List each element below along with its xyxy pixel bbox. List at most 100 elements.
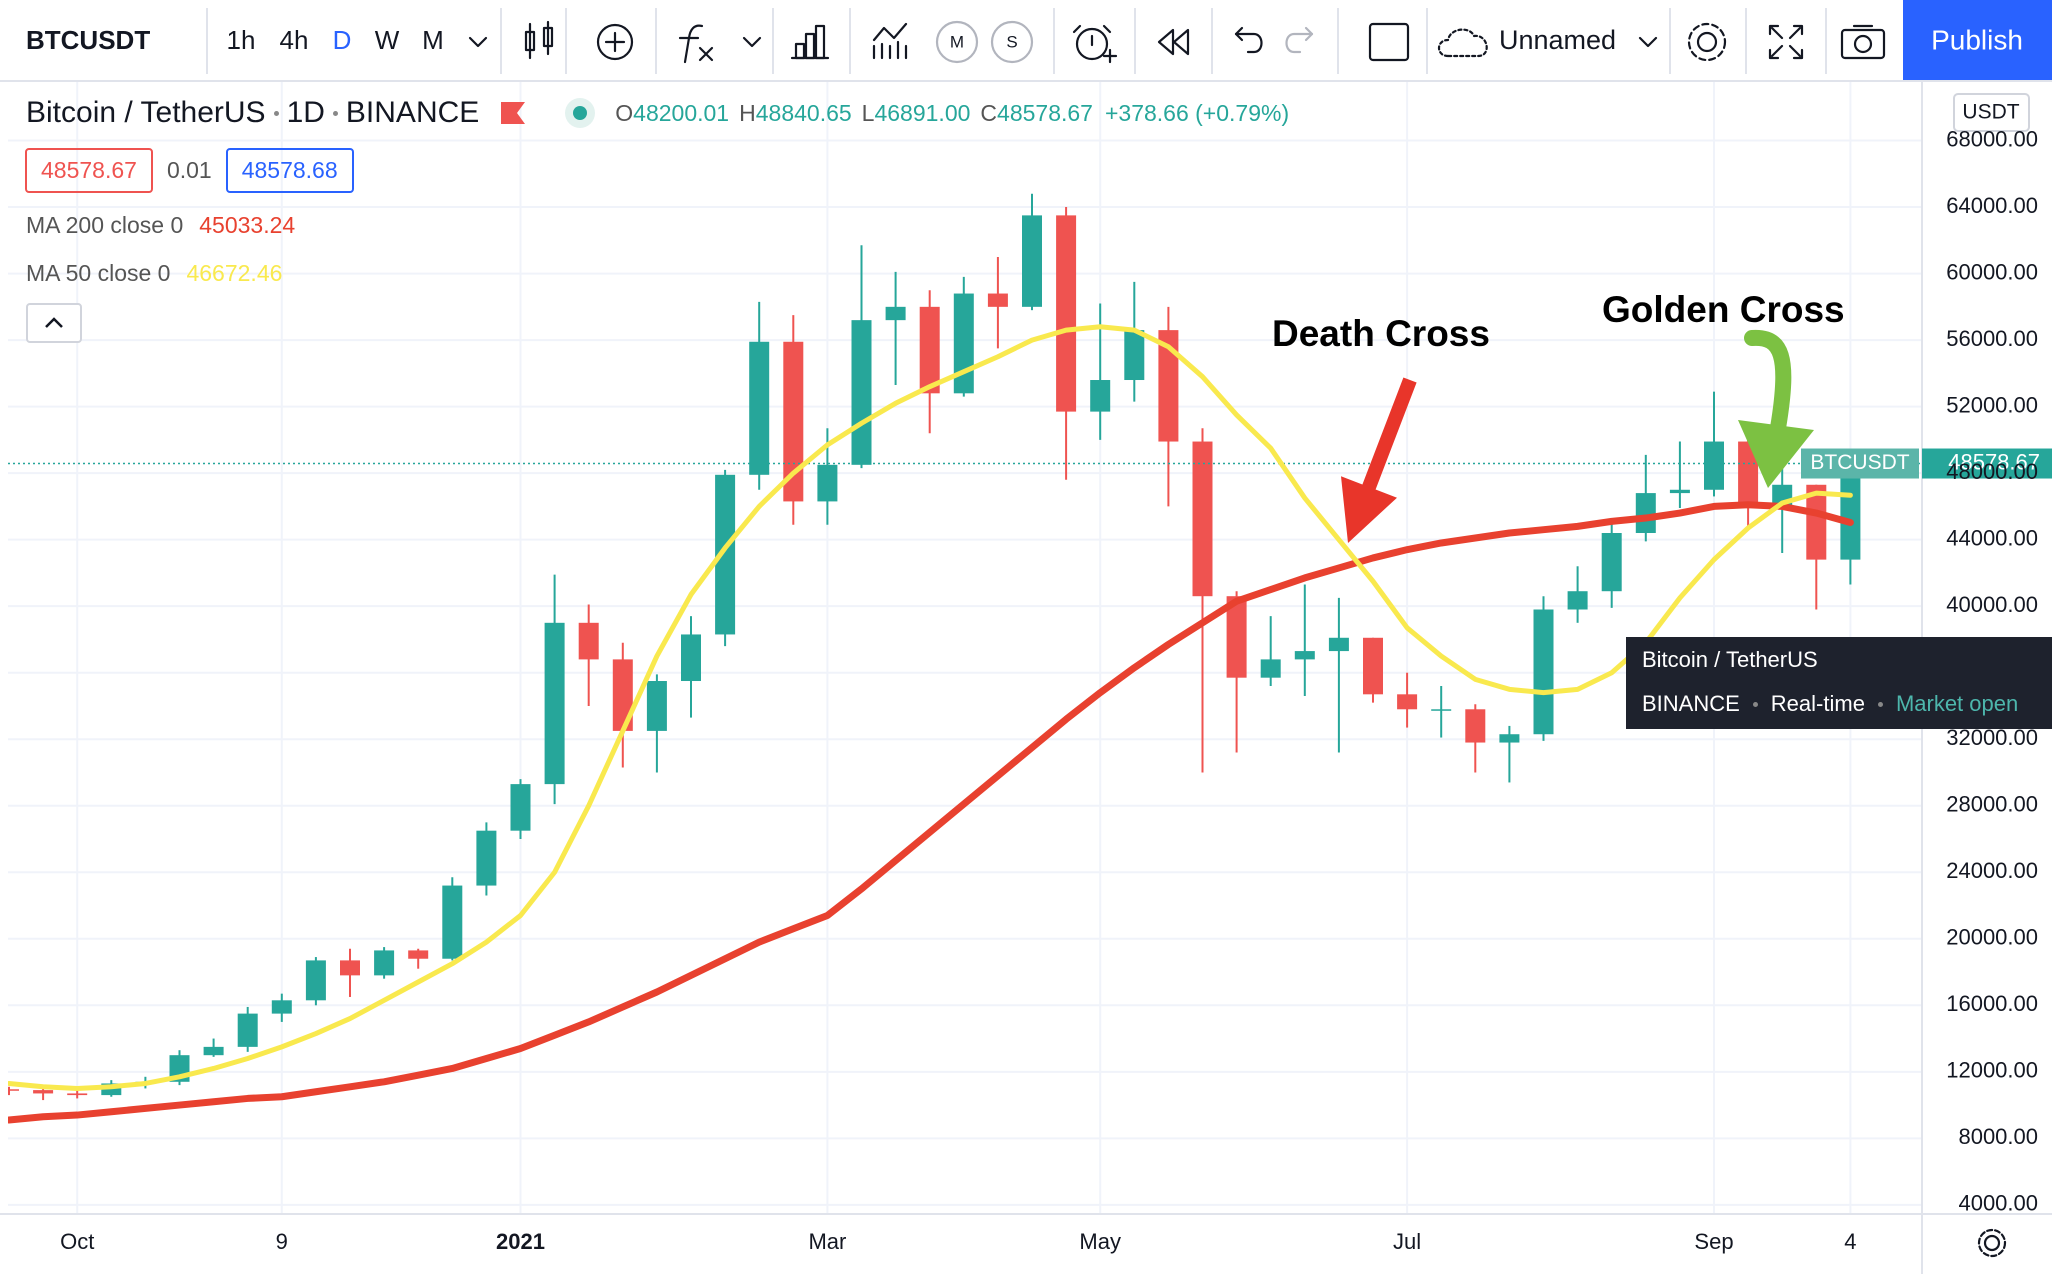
separator xyxy=(273,110,279,116)
x-tick-label: 9 xyxy=(276,1229,288,1254)
x-tick-label: 4 xyxy=(1844,1229,1856,1254)
candle-body xyxy=(1704,441,1724,490)
candle-body xyxy=(953,293,974,394)
interval-button[interactable]: 1h xyxy=(227,25,256,55)
candle-body xyxy=(817,464,838,502)
y-tick-label: 28000.00 xyxy=(1946,792,2038,817)
currency-label[interactable]: USDT xyxy=(1962,101,2019,124)
candle-body xyxy=(681,634,701,682)
y-tick-label: 44000.00 xyxy=(1946,525,2038,550)
interval-button[interactable]: M xyxy=(422,25,444,55)
candle-body xyxy=(851,320,872,465)
legend-value: 45033.24 xyxy=(199,212,296,238)
circle-button[interactable] xyxy=(935,20,979,64)
ohlc-item: O48200.01 xyxy=(615,100,729,127)
y-tick-label: 64000.00 xyxy=(1946,193,2038,218)
y-tick-label: 60000.00 xyxy=(1946,259,2038,284)
y-tick-label: 8000.00 xyxy=(1958,1124,2038,1149)
y-tick-label: 16000.00 xyxy=(1946,991,2038,1016)
undo-button[interactable] xyxy=(1234,26,1263,54)
financials-button[interactable] xyxy=(790,24,830,60)
symbol-title: Bitcoin / TetherUS xyxy=(26,96,266,129)
candle-body xyxy=(987,293,1008,307)
settings-gear[interactable] xyxy=(1977,1228,2007,1258)
moving-average-line xyxy=(8,324,1853,1091)
flag-icon[interactable] xyxy=(499,100,527,126)
candle-body xyxy=(885,306,906,321)
candle-body xyxy=(510,784,531,831)
candle-body xyxy=(1738,441,1759,507)
ma50-legend: MA 50 close 0 46672.46 xyxy=(26,260,282,287)
ohlc-label: O xyxy=(615,99,634,126)
fullscreen-button[interactable] xyxy=(1768,24,1804,60)
indicators-button[interactable] xyxy=(678,24,762,64)
redo-button[interactable] xyxy=(1285,26,1314,54)
ask-box[interactable]: 48578.68 xyxy=(225,148,354,193)
candle-body xyxy=(476,830,497,886)
candle-body xyxy=(1669,489,1690,494)
candle-body xyxy=(1567,591,1588,610)
change: +378.66 (+0.79%) xyxy=(1104,99,1290,126)
interval-menu[interactable] xyxy=(468,36,488,48)
candle-body xyxy=(1260,659,1281,678)
candle-body xyxy=(33,1090,54,1094)
collapse-button[interactable] xyxy=(26,303,82,343)
layout-name[interactable]: Unnamed xyxy=(1499,25,1616,55)
y-tick-label: 40000.00 xyxy=(1946,592,2038,617)
chart-type-button[interactable] xyxy=(524,20,554,60)
currency-box[interactable] xyxy=(1953,93,2030,132)
circle-button-label: M xyxy=(950,32,964,51)
golden-cross-arrow xyxy=(1744,329,1792,436)
candle-body xyxy=(1465,709,1486,743)
symbol-tag xyxy=(1801,448,1919,479)
exchange: BINANCE xyxy=(345,96,480,129)
candle-body xyxy=(1328,637,1349,652)
price-tag xyxy=(1922,448,2052,479)
ohlc-value: 46891.00 xyxy=(874,99,971,126)
tooltip-market-status: Market open xyxy=(1895,691,2019,716)
alert-button[interactable] xyxy=(1072,24,1118,64)
candle-body xyxy=(203,1046,224,1056)
golden-cross-arrowhead xyxy=(1738,420,1814,488)
candle-body xyxy=(783,341,804,502)
circle-button[interactable] xyxy=(990,20,1034,64)
candle-body xyxy=(715,474,736,635)
death-cross-label: Death Cross xyxy=(1272,313,1490,354)
layout-menu[interactable] xyxy=(1638,36,1658,48)
cloud-icon xyxy=(1437,28,1488,58)
candle-body xyxy=(1601,533,1622,592)
symbol-header: Bitcoin / TetherUS 1D BINANCE O48200.01 H… xyxy=(26,96,1289,130)
candle-body xyxy=(1499,734,1520,743)
candle-body xyxy=(408,950,429,959)
symbol-tag-label: BTCUSDT xyxy=(1810,451,1909,474)
interval-button[interactable]: 4h xyxy=(280,25,309,55)
candle-body xyxy=(1635,493,1656,534)
death-cross-arrow xyxy=(1341,377,1417,543)
ohlc-label: H xyxy=(739,99,756,126)
interval-button[interactable]: W xyxy=(375,25,400,55)
x-tick-label: Sep xyxy=(1694,1229,1733,1254)
interval: 1D xyxy=(286,96,325,129)
snapshot-button[interactable] xyxy=(1840,24,1886,60)
separator xyxy=(1752,701,1758,707)
layout-button[interactable] xyxy=(1368,22,1410,62)
candle-body xyxy=(1431,709,1452,711)
publish-button[interactable] xyxy=(1903,0,2052,80)
candle-body xyxy=(1533,609,1554,735)
symbol[interactable]: BTCUSDT xyxy=(26,25,150,55)
candle-body xyxy=(646,681,667,731)
candle-body xyxy=(237,1013,258,1047)
templates-button[interactable] xyxy=(872,22,908,60)
candle-body xyxy=(1397,694,1418,710)
ohlc-label: L xyxy=(861,99,875,126)
legend-name: MA 50 close 0 xyxy=(26,260,171,286)
market-status-icon xyxy=(565,98,596,128)
interval-button[interactable]: D xyxy=(333,25,352,55)
compare-button[interactable] xyxy=(596,23,634,61)
bid-box[interactable]: 48578.67 xyxy=(25,148,153,193)
ohlc-value: 48200.01 xyxy=(633,99,730,126)
replay-button[interactable] xyxy=(1157,28,1190,56)
candle-body xyxy=(374,950,395,976)
settings-button[interactable] xyxy=(1687,22,1727,62)
publish-label[interactable]: Publish xyxy=(1931,24,2023,55)
